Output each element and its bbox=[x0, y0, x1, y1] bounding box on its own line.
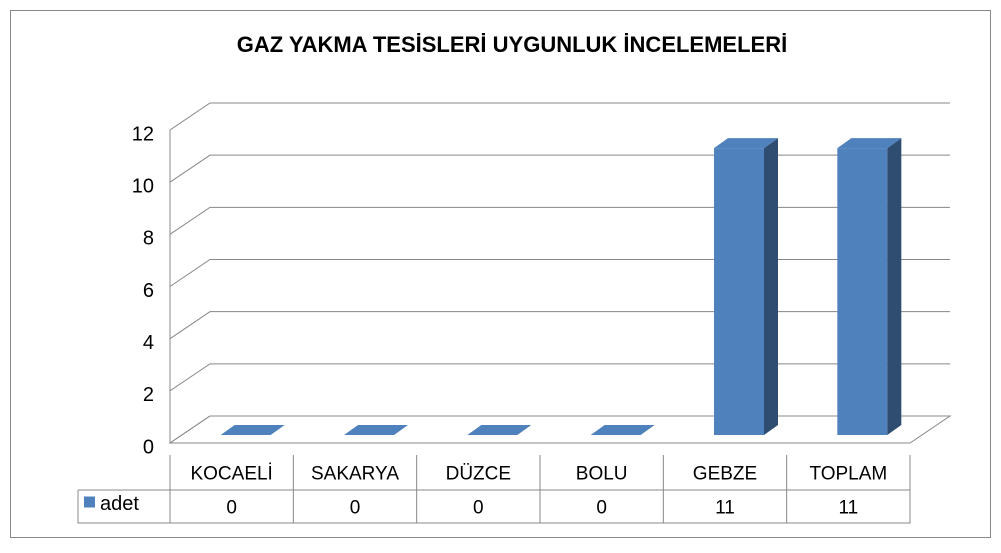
y-tick-label: 2 bbox=[143, 384, 154, 406]
y-tick-label: 6 bbox=[143, 280, 154, 302]
x-tick-label: GEBZE bbox=[693, 464, 757, 485]
x-tick-label: TOPLAM bbox=[809, 464, 887, 485]
grid-line bbox=[169, 102, 950, 131]
legend-swatch bbox=[84, 496, 95, 508]
bar bbox=[590, 425, 655, 435]
bar-top bbox=[837, 138, 902, 149]
y-tick-label: 0 bbox=[143, 436, 154, 458]
table-value: 0 bbox=[226, 498, 237, 519]
table-value: 0 bbox=[596, 498, 607, 519]
chart-title: GAZ YAKMA TESİSLERİ UYGUNLUK İNCELEMELER… bbox=[237, 32, 787, 57]
bar-top bbox=[220, 425, 285, 435]
grid-line bbox=[169, 154, 950, 183]
y-tick-label: 4 bbox=[143, 332, 154, 354]
chart-border bbox=[10, 10, 991, 538]
x-tick-label: SAKARYA bbox=[311, 464, 399, 485]
x-tick-label: KOCAELİ bbox=[190, 464, 272, 485]
table-value: 11 bbox=[838, 498, 858, 519]
bar bbox=[220, 425, 285, 435]
bar bbox=[837, 138, 902, 436]
bar-top bbox=[467, 425, 532, 435]
grid-line bbox=[169, 259, 950, 287]
y-tick-label: 8 bbox=[143, 228, 154, 250]
y-tick-label: 10 bbox=[132, 175, 154, 197]
table-value: 11 bbox=[715, 498, 735, 519]
legend-label: adet bbox=[100, 493, 139, 515]
bar bbox=[714, 138, 778, 436]
bar bbox=[344, 425, 408, 435]
bar-top bbox=[590, 425, 655, 435]
table-value: 0 bbox=[473, 498, 484, 519]
bar bbox=[467, 425, 532, 435]
bar-front bbox=[714, 148, 764, 436]
bar-front bbox=[837, 148, 888, 436]
table-grid bbox=[77, 455, 911, 524]
bar-side bbox=[887, 138, 902, 436]
grid-line bbox=[169, 311, 950, 340]
bar-side bbox=[764, 138, 778, 436]
grid-line bbox=[169, 415, 950, 444]
y-tick-label: 12 bbox=[132, 123, 154, 145]
table-value: 0 bbox=[350, 498, 361, 519]
grid-line bbox=[169, 363, 950, 392]
x-tick-label: BOLU bbox=[576, 464, 628, 485]
bar-top bbox=[344, 425, 408, 435]
grid-line bbox=[169, 206, 950, 235]
bar-top bbox=[714, 138, 778, 149]
x-tick-label: DÜZCE bbox=[446, 464, 511, 485]
